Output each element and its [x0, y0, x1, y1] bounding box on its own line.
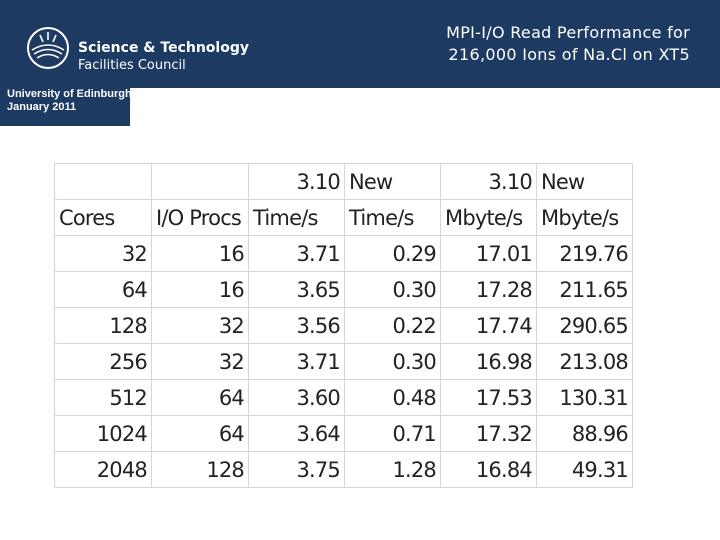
logo-line-2: Facilities Council — [78, 58, 186, 73]
table-row: 1024 64 3.64 0.71 17.32 88.96 — [54, 415, 633, 452]
table-cell: 88.96 — [536, 415, 633, 452]
column-header: Mbyte/s — [440, 199, 537, 236]
group-cell: New — [536, 163, 633, 200]
stfc-logo-icon — [27, 27, 69, 69]
table-row: 32 16 3.71 0.29 17.01 219.76 — [54, 235, 633, 272]
group-cell: 3.10 — [248, 163, 345, 200]
table-header-row: Cores I/O Procs Time/s Time/s Mbyte/s Mb… — [54, 199, 633, 236]
table-cell: 17.01 — [440, 235, 537, 272]
table-cell: 0.30 — [344, 271, 441, 308]
table-cell: 64 — [151, 415, 249, 452]
table-cell: 16.98 — [440, 343, 537, 380]
table-cell: 219.76 — [536, 235, 633, 272]
title-line-2: 216,000 Ions of Na.Cl on XT5 — [448, 45, 690, 64]
group-cell — [151, 163, 249, 200]
logo-line-1: Science & Technology — [78, 40, 249, 56]
table-cell: 17.32 — [440, 415, 537, 452]
table-cell: 17.53 — [440, 379, 537, 416]
table-cell: 256 — [54, 343, 152, 380]
table-cell: 128 — [54, 307, 152, 344]
performance-table: 3.10 New 3.10 New Cores I/O Procs Time/s… — [54, 163, 633, 488]
table-cell: 17.74 — [440, 307, 537, 344]
table-cell: 290.65 — [536, 307, 633, 344]
table-cell: 32 — [151, 307, 249, 344]
table-cell: 130.31 — [536, 379, 633, 416]
header-banner: Science & Technology Facilities Council … — [0, 0, 720, 88]
table-cell: 1.28 — [344, 451, 441, 488]
table-cell: 3.60 — [248, 379, 345, 416]
table-cell: 17.28 — [440, 271, 537, 308]
table-cell: 3.64 — [248, 415, 345, 452]
column-header: Cores — [54, 199, 152, 236]
table-cell: 3.75 — [248, 451, 345, 488]
affiliation-line-2: January 2011 — [7, 101, 77, 113]
table-cell: 213.08 — [536, 343, 633, 380]
logo-text: Science & Technology Facilities Council — [78, 40, 249, 74]
table-cell: 2048 — [54, 451, 152, 488]
title-line-1: MPI-I/O Read Performance for — [446, 23, 690, 42]
table-cell: 3.71 — [248, 235, 345, 272]
group-cell — [54, 163, 152, 200]
table-row: 512 64 3.60 0.48 17.53 130.31 — [54, 379, 633, 416]
table-cell: 512 — [54, 379, 152, 416]
table-cell: 0.22 — [344, 307, 441, 344]
table-cell: 211.65 — [536, 271, 633, 308]
table-cell: 3.71 — [248, 343, 345, 380]
affiliation: University of Edinburgh January 2011 — [7, 88, 132, 114]
table-row: 128 32 3.56 0.22 17.74 290.65 — [54, 307, 633, 344]
table-group-row: 3.10 New 3.10 New — [54, 163, 633, 200]
column-header: I/O Procs — [151, 199, 249, 236]
table-cell: 16 — [151, 235, 249, 272]
affiliation-line-1: University of Edinburgh — [7, 88, 132, 100]
table-cell: 0.48 — [344, 379, 441, 416]
table-cell: 32 — [54, 235, 152, 272]
column-header: Time/s — [344, 199, 441, 236]
table-cell: 128 — [151, 451, 249, 488]
table-cell: 3.56 — [248, 307, 345, 344]
table-row: 64 16 3.65 0.30 17.28 211.65 — [54, 271, 633, 308]
table-row: 256 32 3.71 0.30 16.98 213.08 — [54, 343, 633, 380]
table-cell: 0.29 — [344, 235, 441, 272]
table-cell: 0.30 — [344, 343, 441, 380]
table-cell: 64 — [151, 379, 249, 416]
header-extension — [0, 88, 130, 126]
table-cell: 49.31 — [536, 451, 633, 488]
column-header: Mbyte/s — [536, 199, 633, 236]
table-row: 2048 128 3.75 1.28 16.84 49.31 — [54, 451, 633, 488]
group-cell: New — [344, 163, 441, 200]
group-cell: 3.10 — [440, 163, 537, 200]
column-header: Time/s — [248, 199, 345, 236]
table-cell: 3.65 — [248, 271, 345, 308]
table-cell: 16 — [151, 271, 249, 308]
slide-title: MPI-I/O Read Performance for 216,000 Ion… — [446, 22, 690, 66]
table-cell: 16.84 — [440, 451, 537, 488]
table-cell: 64 — [54, 271, 152, 308]
table-cell: 0.71 — [344, 415, 441, 452]
table-cell: 1024 — [54, 415, 152, 452]
table-cell: 32 — [151, 343, 249, 380]
